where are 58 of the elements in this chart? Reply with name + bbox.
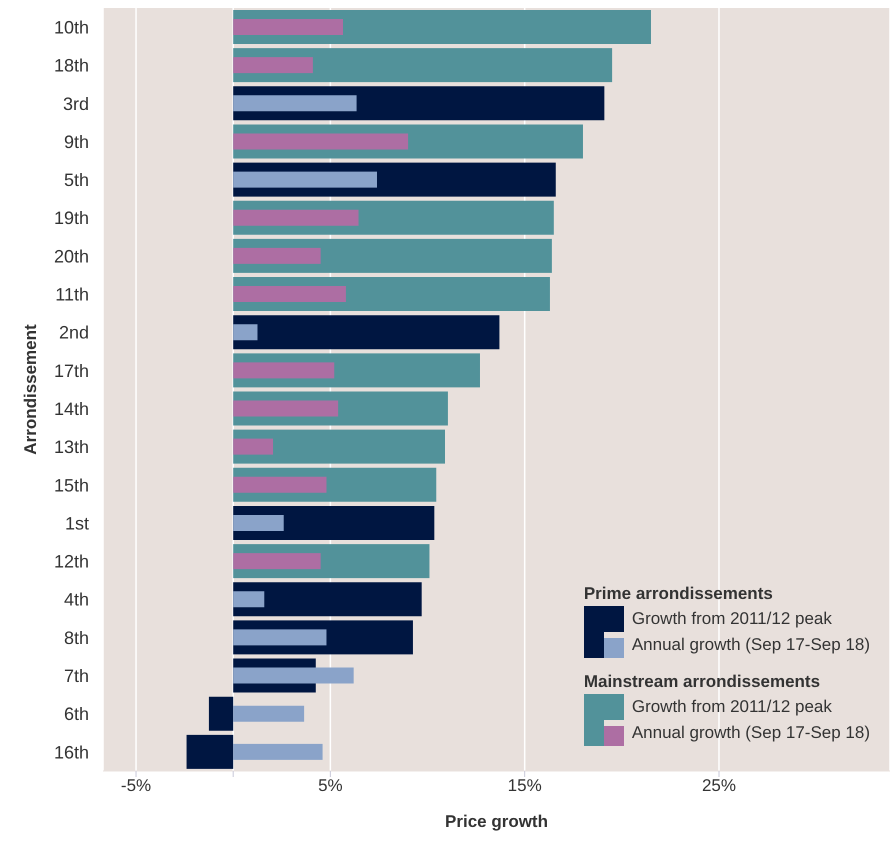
bar [233, 172, 377, 188]
bar [233, 133, 408, 150]
bar [233, 582, 422, 616]
y-tick-label: 1st [64, 513, 89, 534]
y-tick-label: 4th [64, 590, 89, 610]
y-tick-label: 8th [64, 628, 89, 648]
bar [233, 19, 343, 35]
x-axis-title: Price growth [445, 812, 548, 831]
y-tick-label: 10th [54, 17, 89, 38]
bar [233, 315, 500, 350]
x-tick-label: 25% [702, 776, 736, 796]
bar [233, 744, 323, 760]
y-tick-label: 13th [54, 437, 89, 458]
bar [233, 324, 258, 340]
y-tick-label: 17th [54, 360, 89, 381]
y-tick-label: 12th [54, 552, 89, 572]
y-tick-label: 16th [54, 742, 89, 762]
bar [233, 210, 359, 226]
y-tick-label: 14th [54, 398, 89, 419]
legend-label: Growth from 2011/12 peak [632, 697, 832, 717]
bar [233, 400, 338, 416]
legend-label: Annual growth (Sep 17-Sep 18) [632, 723, 870, 743]
bar [233, 668, 354, 684]
x-tick-label: 5% [318, 776, 343, 796]
annotation: Mainstream arrondissements [584, 672, 822, 692]
bar [233, 430, 446, 464]
y-tick-label: 11th [55, 284, 89, 305]
legend-label: Annual growth (Sep 17-Sep 18) [632, 635, 870, 655]
y-tick-label: 2nd [58, 322, 89, 343]
legend-label: Growth from 2011/12 peak [632, 609, 832, 629]
bar [233, 286, 346, 302]
y-tick-label: 18th [54, 56, 89, 76]
x-tick-label: 15% [508, 776, 542, 796]
bar [233, 248, 321, 264]
y-tick-label: 6th [64, 704, 89, 724]
bar [233, 706, 304, 722]
bar [233, 438, 274, 455]
y-tick-label: 3rd [62, 94, 89, 114]
y-tick-label: 19th [54, 208, 89, 228]
bar [233, 553, 321, 570]
y-axis-title: Arrondissement [21, 324, 40, 455]
bar [233, 476, 326, 493]
x-tick-label: -5% [120, 776, 152, 796]
y-tick-label: 5th [64, 170, 89, 190]
bar [186, 734, 234, 769]
y-tick-label: 20th [54, 246, 89, 266]
y-tick-label: 15th [54, 475, 89, 496]
bar [233, 629, 326, 646]
bar [208, 696, 234, 731]
y-tick-label: 9th [64, 132, 89, 152]
y-tick-label: 7th [64, 666, 89, 686]
bar [233, 48, 612, 82]
bar [233, 95, 357, 112]
bar [233, 514, 284, 531]
annotation: Prime arrondissements [584, 584, 774, 604]
bar [233, 591, 264, 608]
bar [233, 57, 313, 74]
bar [233, 362, 334, 378]
